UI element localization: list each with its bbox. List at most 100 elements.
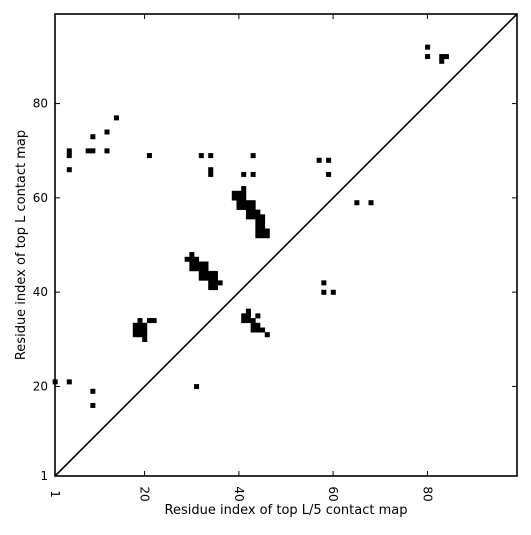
- contact-point: [198, 266, 204, 272]
- y-tick-label: 1: [40, 469, 48, 483]
- contact-point: [189, 252, 195, 258]
- contact-point: [255, 223, 261, 229]
- contact-point: [250, 209, 256, 215]
- contact-point: [142, 336, 148, 342]
- contact-point: [104, 148, 110, 154]
- contact-point: [90, 388, 96, 394]
- contact-point: [208, 280, 214, 286]
- contact-point: [250, 171, 256, 177]
- contact-point: [212, 285, 218, 291]
- contact-point: [212, 270, 218, 276]
- contact-point: [208, 153, 214, 159]
- contact-point: [241, 200, 247, 206]
- contact-point: [250, 318, 256, 324]
- contact-point: [137, 318, 143, 324]
- contact-point: [260, 214, 266, 220]
- contact-point: [241, 204, 247, 210]
- contact-point: [255, 313, 261, 319]
- contact-point: [90, 402, 96, 408]
- contact-point: [194, 256, 200, 262]
- contact-point: [194, 384, 200, 390]
- contact-point: [142, 322, 148, 328]
- contact-point: [245, 318, 251, 324]
- contact-point: [132, 322, 138, 328]
- x-axis-ticks: 1 20 40 60 80: [48, 14, 434, 502]
- contact-point: [255, 209, 261, 215]
- contact-point: [212, 280, 218, 286]
- contact-point: [250, 153, 256, 159]
- contact-point: [212, 275, 218, 281]
- contact-point: [137, 332, 143, 338]
- contact-point: [236, 190, 242, 196]
- contact-point: [90, 134, 96, 140]
- contact-point: [260, 223, 266, 229]
- contact-point: [203, 275, 209, 281]
- contact-point: [85, 148, 91, 154]
- contact-point: [137, 327, 143, 333]
- contact-point: [241, 171, 247, 177]
- contact-point: [142, 332, 148, 338]
- contact-point: [198, 261, 204, 267]
- contact-point: [208, 167, 214, 173]
- contact-point: [146, 153, 152, 159]
- contact-point: [241, 186, 247, 192]
- contact-point: [250, 322, 256, 328]
- contact-point: [439, 54, 445, 60]
- contact-point: [189, 261, 195, 267]
- contact-point: [245, 200, 251, 206]
- contact-point: [132, 332, 138, 338]
- contact-point: [321, 280, 327, 286]
- contact-markers: [52, 44, 449, 408]
- contact-point: [194, 266, 200, 272]
- contact-point: [326, 171, 332, 177]
- contact-point: [241, 195, 247, 201]
- contact-point: [330, 289, 336, 295]
- contact-point: [189, 266, 195, 272]
- contact-point: [255, 219, 261, 225]
- contact-point: [260, 228, 266, 234]
- contact-point: [425, 54, 431, 60]
- x-tick-label: 1: [48, 490, 62, 498]
- contact-point: [255, 322, 261, 328]
- x-axis-label: Residue index of top L/5 contact map: [165, 503, 408, 518]
- contact-point: [250, 214, 256, 220]
- contact-point: [439, 58, 445, 64]
- contact-point: [104, 129, 110, 135]
- contact-point: [255, 228, 261, 234]
- contact-point: [260, 219, 266, 225]
- contact-point: [236, 204, 242, 210]
- contact-point: [264, 228, 270, 234]
- contact-point: [208, 270, 214, 276]
- contact-point: [194, 261, 200, 267]
- contact-point: [245, 214, 251, 220]
- contact-point: [241, 313, 247, 319]
- contact-point: [250, 200, 256, 206]
- contact-point: [368, 200, 374, 206]
- x-tick-label: 80: [420, 486, 434, 501]
- y-axis-ticks: 1 20 40 60 80: [33, 97, 517, 483]
- contact-point: [132, 327, 138, 333]
- contact-point: [236, 195, 242, 201]
- x-tick-label: 40: [232, 486, 246, 501]
- contact-point: [245, 313, 251, 319]
- contact-point: [203, 266, 209, 272]
- contact-point: [250, 327, 256, 333]
- contact-point: [198, 275, 204, 281]
- contact-point: [443, 54, 449, 60]
- contact-point: [260, 327, 266, 333]
- y-tick-label: 80: [33, 97, 48, 111]
- contact-point: [241, 318, 247, 324]
- contact-point: [189, 256, 195, 262]
- contact-point: [250, 204, 256, 210]
- y-tick-label: 60: [33, 191, 48, 205]
- contact-point: [208, 285, 214, 291]
- contact-point: [264, 233, 270, 239]
- contact-point: [66, 167, 72, 173]
- contact-point: [66, 148, 72, 154]
- x-tick-label: 20: [138, 486, 152, 501]
- y-tick-label: 20: [33, 379, 48, 393]
- contact-point: [245, 308, 251, 314]
- contact-point: [241, 190, 247, 196]
